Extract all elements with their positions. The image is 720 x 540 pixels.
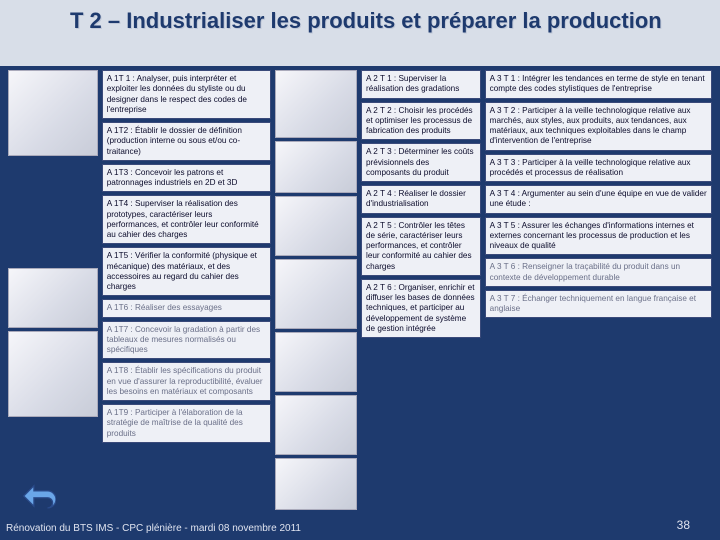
cell-a3t6: A 3 T 6 : Renseigner la traçabilité du p… — [485, 258, 712, 287]
image-placeholder — [275, 196, 357, 256]
page-title: T 2 – Industrialiser les produits et pré… — [70, 8, 670, 33]
image-placeholder — [275, 458, 357, 510]
cell-a3t2: A 3 T 2 : Participer à la veille technol… — [485, 102, 712, 151]
cell-a3t5: A 3 T 5 : Assurer les échanges d'informa… — [485, 217, 712, 256]
image-placeholder — [8, 70, 98, 156]
cell-a2t1: A 2 T 1 : Superviser la réalisation des … — [361, 70, 481, 99]
cell-a2t2: A 2 T 2 : Choisir les procédés et optimi… — [361, 102, 481, 141]
cell-a1t1: A 1T 1 : Analyser, puis interpréter et e… — [102, 70, 272, 119]
cell-a3t1: A 3 T 1 : Intégrer les tendances en term… — [485, 70, 712, 99]
image-placeholder — [275, 332, 357, 392]
content-grid: A 1T 1 : Analyser, puis interpréter et e… — [0, 66, 720, 520]
image-placeholder — [275, 141, 357, 193]
cell-a2t3: A 2 T 3 : Déterminer les coûts prévision… — [361, 143, 481, 182]
back-arrow-icon[interactable] — [22, 482, 56, 510]
footer-text: Rénovation du BTS IMS - CPC plénière - m… — [6, 523, 301, 534]
cell-a1t2: A 1T2 : Établir le dossier de définition… — [102, 122, 272, 161]
cell-a3t7: A 3 T 7 : Échanger techniquement en lang… — [485, 290, 712, 319]
col-text-c: A 3 T 1 : Intégrer les tendances en term… — [485, 70, 712, 520]
image-placeholder — [275, 395, 357, 455]
cell-a1t6: A 1T6 : Réaliser des essayages — [102, 299, 272, 317]
col-text-a: A 1T 1 : Analyser, puis interpréter et e… — [102, 70, 272, 520]
col-text-b: A 2 T 1 : Superviser la réalisation des … — [361, 70, 481, 520]
cell-a3t4: A 3 T 4 : Argumenter au sein d'une équip… — [485, 185, 712, 214]
cell-a2t5: A 2 T 5 : Contrôler les têtes de série, … — [361, 217, 481, 276]
cell-a1t5: A 1T5 : Vérifier la conformité (physique… — [102, 247, 272, 296]
image-placeholder — [275, 259, 357, 329]
cell-a1t3: A 1T3 : Concevoir les patrons et patronn… — [102, 164, 272, 193]
col-images-a — [8, 70, 98, 520]
page-number: 38 — [677, 518, 690, 532]
cell-a1t7: A 1T7 : Concevoir la gradation à partir … — [102, 321, 272, 360]
cell-a2t6: A 2 T 6 : Organiser, enrichir et diffuse… — [361, 279, 481, 338]
cell-a1t4: A 1T4 : Superviser la réalisation des pr… — [102, 195, 272, 244]
cell-a1t8: A 1T8 : Établir les spécifications du pr… — [102, 362, 272, 401]
cell-a2t4: A 2 T 4 : Réaliser le dossier d'industri… — [361, 185, 481, 214]
image-placeholder — [8, 331, 98, 417]
cell-a1t9: A 1T9 : Participer à l'élaboration de la… — [102, 404, 272, 443]
image-placeholder — [8, 268, 98, 328]
image-placeholder — [275, 70, 357, 138]
col-images-b — [275, 70, 357, 520]
cell-a3t3: A 3 T 3 : Participer à la veille technol… — [485, 154, 712, 183]
